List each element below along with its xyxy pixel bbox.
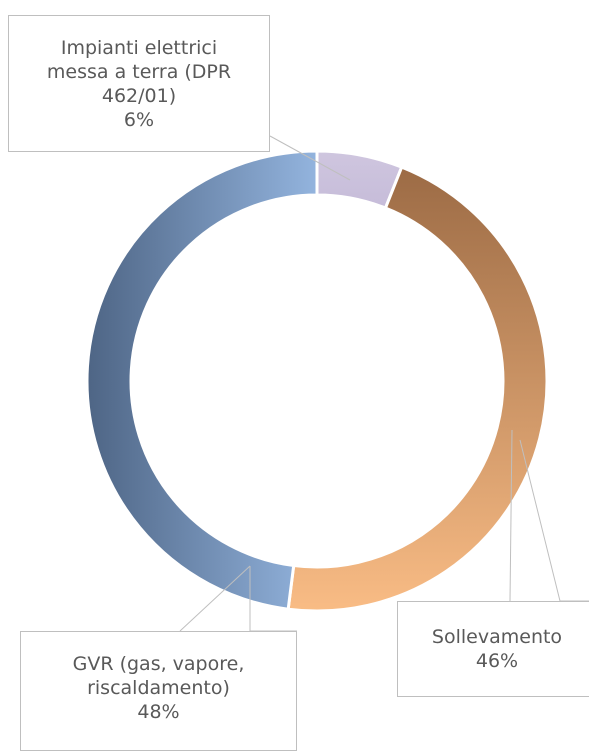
label-box: GVR (gas, vapore, riscaldamento) 48% <box>20 631 297 751</box>
donut-slice <box>85 149 319 611</box>
donut-slice <box>286 165 549 613</box>
category-label: GVR (gas, vapore, riscaldamento) <box>72 653 245 699</box>
value-label: 6% <box>123 108 155 131</box>
leader-line <box>179 565 251 632</box>
category-label: Impianti elettrici messa a terra (DPR 46… <box>46 36 232 107</box>
leader-line <box>269 135 351 181</box>
label-box: Sollevamento 46% <box>397 601 589 697</box>
value-label: 46% <box>475 650 519 672</box>
label-box: Impianti elettrici messa a terra (DPR 46… <box>8 15 270 152</box>
category-label: Sollevamento <box>431 626 563 648</box>
leader-line <box>509 429 513 602</box>
value-label: 48% <box>137 701 180 723</box>
